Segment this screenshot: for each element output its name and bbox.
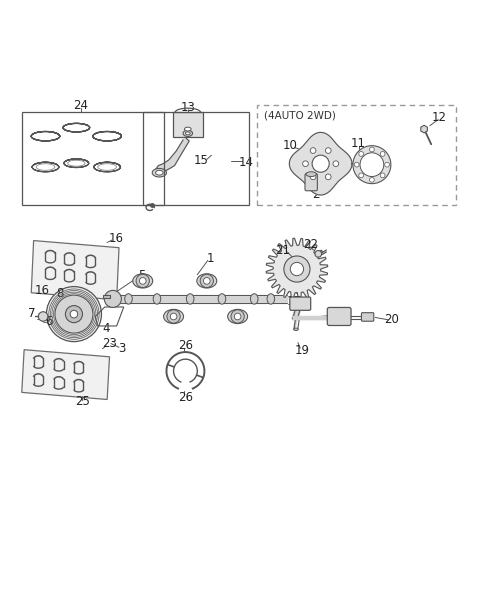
- FancyBboxPatch shape: [103, 295, 109, 299]
- Text: (4AUTO 2WD): (4AUTO 2WD): [264, 110, 336, 120]
- Text: 25: 25: [75, 396, 90, 408]
- Text: 15: 15: [193, 154, 208, 167]
- Text: 13: 13: [180, 101, 195, 114]
- Ellipse shape: [184, 127, 191, 131]
- Text: 20: 20: [384, 314, 399, 326]
- Circle shape: [65, 306, 83, 322]
- Circle shape: [104, 290, 121, 308]
- Text: 8: 8: [56, 287, 63, 300]
- Circle shape: [310, 174, 316, 180]
- FancyBboxPatch shape: [361, 313, 374, 321]
- Ellipse shape: [186, 294, 194, 304]
- Circle shape: [231, 310, 244, 323]
- Circle shape: [70, 311, 78, 318]
- Text: 16: 16: [108, 231, 123, 245]
- FancyBboxPatch shape: [327, 308, 351, 325]
- Text: 6: 6: [46, 315, 53, 328]
- Ellipse shape: [153, 294, 161, 304]
- Text: 2: 2: [312, 187, 320, 201]
- Circle shape: [325, 148, 331, 154]
- Text: 17: 17: [287, 295, 302, 308]
- Text: 5: 5: [139, 269, 146, 282]
- FancyBboxPatch shape: [173, 111, 203, 137]
- Text: 1: 1: [207, 252, 215, 265]
- Circle shape: [360, 153, 384, 177]
- Circle shape: [284, 256, 310, 282]
- Ellipse shape: [133, 274, 153, 288]
- Text: 23: 23: [102, 337, 117, 350]
- Circle shape: [359, 152, 363, 156]
- FancyBboxPatch shape: [305, 174, 317, 191]
- Ellipse shape: [306, 172, 316, 177]
- Circle shape: [170, 313, 177, 320]
- Ellipse shape: [156, 170, 163, 175]
- Text: 12: 12: [432, 111, 447, 124]
- Text: 11: 11: [351, 137, 366, 150]
- Text: 10: 10: [282, 139, 297, 152]
- Circle shape: [359, 173, 363, 178]
- Ellipse shape: [294, 328, 299, 330]
- Circle shape: [384, 162, 389, 167]
- Text: 21: 21: [275, 243, 290, 256]
- Circle shape: [204, 278, 210, 284]
- Circle shape: [55, 295, 93, 333]
- Circle shape: [354, 162, 359, 167]
- Ellipse shape: [267, 294, 275, 304]
- Bar: [143, 112, 250, 205]
- Circle shape: [353, 146, 391, 184]
- Polygon shape: [31, 240, 119, 300]
- Circle shape: [333, 161, 339, 167]
- Polygon shape: [266, 238, 328, 300]
- Polygon shape: [289, 133, 352, 195]
- FancyBboxPatch shape: [290, 297, 311, 311]
- Ellipse shape: [218, 294, 226, 304]
- Text: 14: 14: [238, 156, 253, 169]
- Circle shape: [310, 148, 316, 154]
- Circle shape: [136, 274, 149, 287]
- Polygon shape: [421, 126, 427, 133]
- Circle shape: [315, 250, 322, 257]
- Polygon shape: [22, 350, 109, 399]
- Text: 24: 24: [73, 99, 89, 112]
- Ellipse shape: [152, 168, 167, 177]
- Ellipse shape: [183, 130, 192, 136]
- Text: 3: 3: [119, 342, 126, 355]
- Ellipse shape: [197, 274, 217, 288]
- Text: 7: 7: [28, 307, 36, 320]
- Text: 22: 22: [303, 238, 318, 251]
- Text: 4: 4: [102, 322, 109, 335]
- Circle shape: [380, 173, 385, 178]
- Circle shape: [167, 310, 180, 323]
- Ellipse shape: [164, 309, 183, 324]
- Circle shape: [325, 174, 331, 180]
- Circle shape: [38, 312, 48, 321]
- Circle shape: [139, 278, 146, 284]
- Text: 26: 26: [178, 339, 193, 352]
- Text: 18: 18: [326, 314, 341, 327]
- Text: 16: 16: [34, 284, 49, 297]
- Circle shape: [302, 161, 308, 167]
- Circle shape: [312, 155, 329, 172]
- Ellipse shape: [251, 294, 258, 304]
- Ellipse shape: [228, 309, 248, 324]
- Circle shape: [290, 262, 303, 275]
- Circle shape: [370, 177, 374, 182]
- Circle shape: [47, 287, 101, 342]
- Circle shape: [380, 152, 385, 156]
- Circle shape: [200, 274, 214, 287]
- Bar: [22, 112, 164, 205]
- Circle shape: [370, 147, 374, 152]
- Text: 26: 26: [178, 391, 193, 403]
- Ellipse shape: [125, 294, 132, 304]
- Ellipse shape: [185, 132, 190, 134]
- Circle shape: [234, 313, 241, 320]
- Polygon shape: [156, 139, 189, 174]
- Text: 19: 19: [294, 344, 309, 357]
